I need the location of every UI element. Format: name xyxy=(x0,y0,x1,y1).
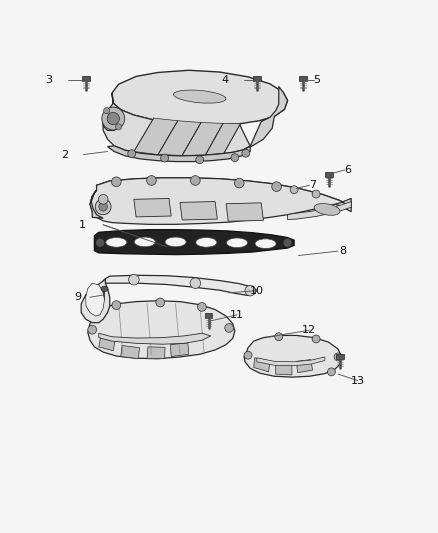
Polygon shape xyxy=(134,198,171,217)
Text: 13: 13 xyxy=(350,376,364,386)
Text: 10: 10 xyxy=(249,286,263,296)
Polygon shape xyxy=(90,190,103,218)
Circle shape xyxy=(234,178,244,188)
Ellipse shape xyxy=(195,238,216,247)
Circle shape xyxy=(155,298,164,307)
Polygon shape xyxy=(158,121,201,156)
Ellipse shape xyxy=(173,90,226,103)
Polygon shape xyxy=(298,76,306,81)
Circle shape xyxy=(244,285,255,296)
Polygon shape xyxy=(296,360,312,373)
Circle shape xyxy=(98,195,108,204)
Polygon shape xyxy=(204,313,212,318)
Polygon shape xyxy=(94,230,293,255)
Circle shape xyxy=(128,274,139,285)
Circle shape xyxy=(99,203,107,211)
Circle shape xyxy=(160,154,168,162)
Polygon shape xyxy=(287,201,350,220)
Circle shape xyxy=(95,199,111,215)
Text: 8: 8 xyxy=(339,246,346,256)
Circle shape xyxy=(290,185,297,193)
Circle shape xyxy=(333,353,341,361)
Polygon shape xyxy=(325,172,332,177)
Circle shape xyxy=(224,324,233,333)
Circle shape xyxy=(88,325,96,334)
Circle shape xyxy=(195,156,203,164)
Circle shape xyxy=(112,301,120,310)
Polygon shape xyxy=(90,178,350,224)
Polygon shape xyxy=(243,86,287,150)
Circle shape xyxy=(127,150,135,158)
Circle shape xyxy=(107,112,119,125)
Polygon shape xyxy=(112,70,287,125)
Polygon shape xyxy=(99,336,115,351)
Circle shape xyxy=(190,176,200,185)
Text: 11: 11 xyxy=(229,310,243,320)
Circle shape xyxy=(230,154,238,161)
Text: 6: 6 xyxy=(343,165,350,175)
Text: 1: 1 xyxy=(78,220,85,230)
Polygon shape xyxy=(252,76,260,81)
Polygon shape xyxy=(275,363,291,375)
Polygon shape xyxy=(244,335,341,377)
Ellipse shape xyxy=(134,237,155,247)
Circle shape xyxy=(283,238,291,247)
Circle shape xyxy=(271,182,281,191)
Text: 5: 5 xyxy=(313,75,320,85)
Polygon shape xyxy=(96,178,350,212)
Circle shape xyxy=(274,333,282,341)
Circle shape xyxy=(241,149,249,157)
Ellipse shape xyxy=(165,237,186,247)
Text: 12: 12 xyxy=(301,325,315,335)
Circle shape xyxy=(190,278,200,288)
Text: 9: 9 xyxy=(74,292,81,302)
Polygon shape xyxy=(103,108,123,131)
Polygon shape xyxy=(256,357,324,366)
Text: 2: 2 xyxy=(61,150,68,159)
Circle shape xyxy=(103,108,110,114)
Ellipse shape xyxy=(313,204,339,215)
Polygon shape xyxy=(103,93,250,156)
Ellipse shape xyxy=(101,286,108,292)
Circle shape xyxy=(95,238,104,247)
Polygon shape xyxy=(88,301,234,359)
Polygon shape xyxy=(81,76,89,81)
Ellipse shape xyxy=(106,238,127,247)
Text: 7: 7 xyxy=(308,180,315,190)
Polygon shape xyxy=(120,345,139,359)
Polygon shape xyxy=(147,347,165,359)
Circle shape xyxy=(327,368,335,376)
Polygon shape xyxy=(180,201,217,220)
Polygon shape xyxy=(253,358,269,372)
Circle shape xyxy=(244,351,251,359)
Circle shape xyxy=(311,190,319,198)
Polygon shape xyxy=(99,333,210,344)
Polygon shape xyxy=(107,146,250,161)
Polygon shape xyxy=(226,203,263,221)
Polygon shape xyxy=(205,123,240,155)
Ellipse shape xyxy=(226,238,247,248)
Circle shape xyxy=(197,303,206,311)
Circle shape xyxy=(102,107,124,130)
Polygon shape xyxy=(103,275,256,295)
Circle shape xyxy=(111,177,121,187)
Text: 4: 4 xyxy=(221,75,228,85)
Polygon shape xyxy=(336,354,343,359)
Polygon shape xyxy=(134,118,177,155)
Circle shape xyxy=(311,335,319,343)
Ellipse shape xyxy=(254,239,276,248)
Polygon shape xyxy=(182,123,223,156)
Circle shape xyxy=(115,124,121,130)
Polygon shape xyxy=(170,343,188,357)
Polygon shape xyxy=(85,283,104,316)
Text: 3: 3 xyxy=(46,75,53,85)
Circle shape xyxy=(146,176,156,185)
Polygon shape xyxy=(81,279,110,322)
